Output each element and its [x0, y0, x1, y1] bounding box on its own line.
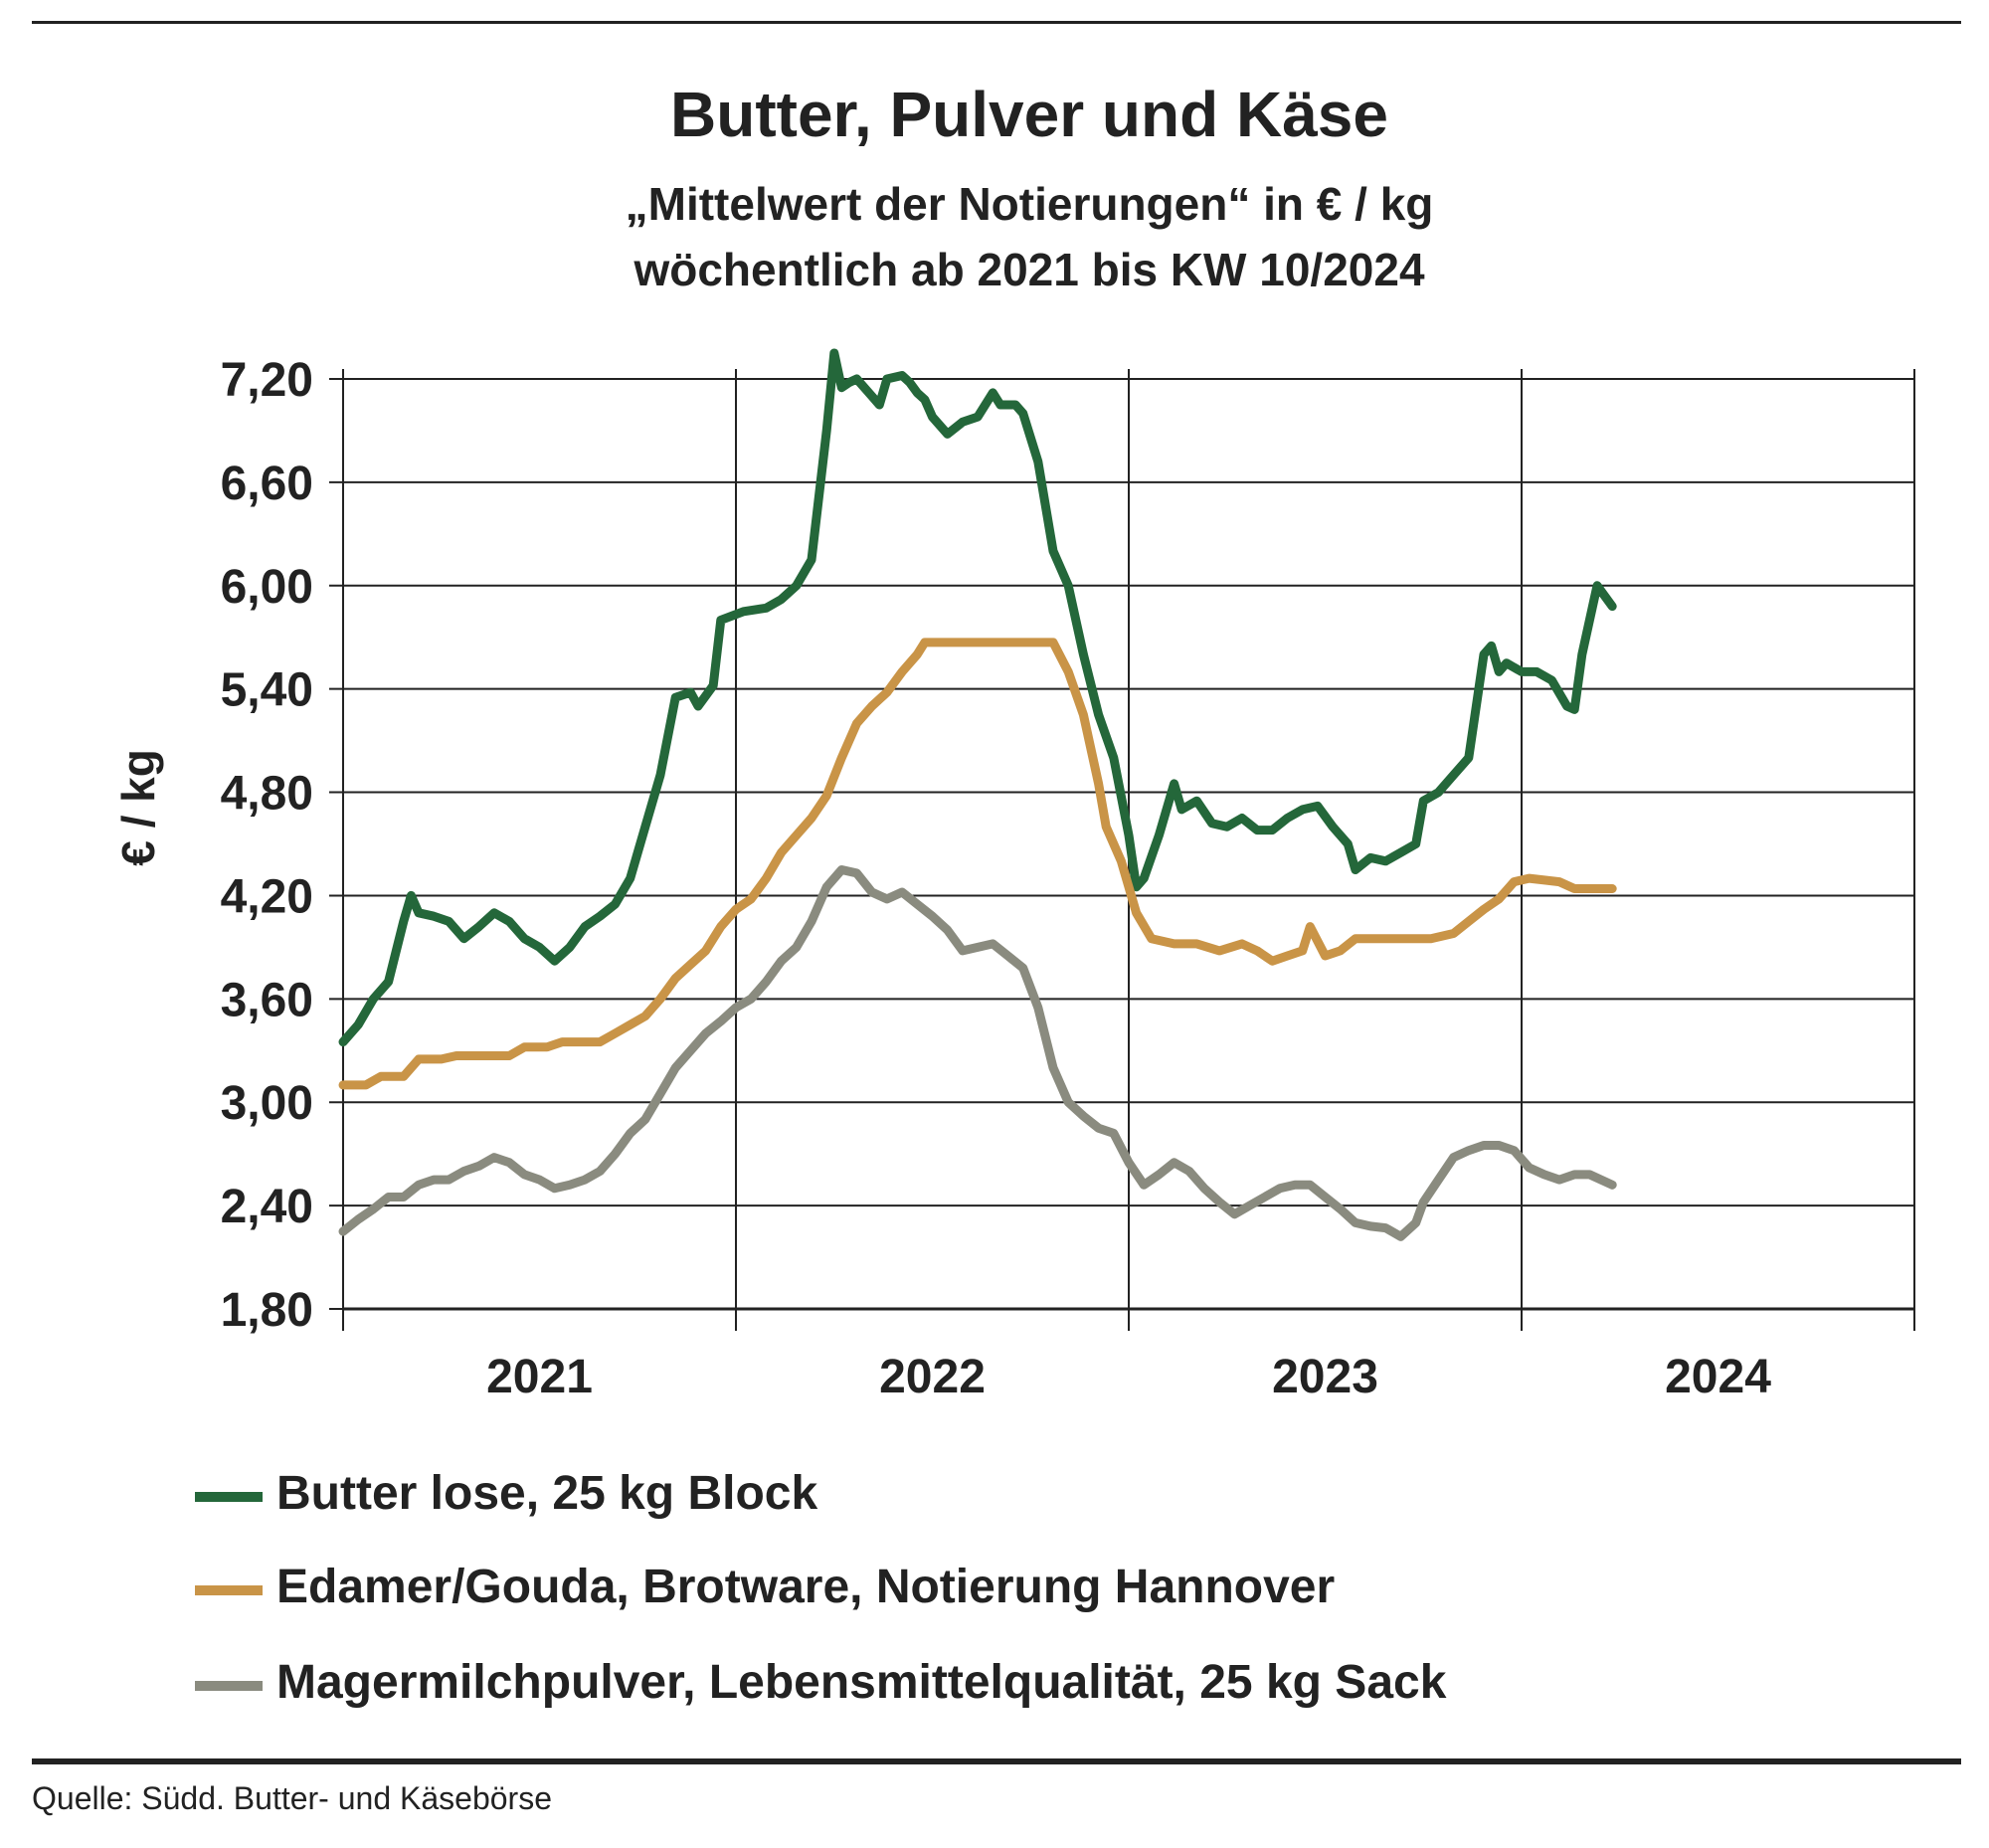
y-tick-label: 7,20 — [221, 354, 313, 407]
legend-label-magermilchpulver: Magermilchpulver, Lebensmittelqualität, … — [276, 1656, 1447, 1709]
legend-swatch-magermilchpulver — [195, 1681, 263, 1691]
y-tick-label: 4,80 — [221, 768, 313, 821]
y-tick-label: 3,60 — [221, 974, 313, 1026]
y-tick-label: 6,60 — [221, 458, 313, 510]
chart-title: Butter, Pulver und Käse — [670, 79, 1388, 150]
legend-swatch-butter — [195, 1492, 263, 1502]
y-tick-label: 4,20 — [221, 870, 313, 923]
x-tick-label: 2023 — [1272, 1351, 1378, 1403]
x-tick-label: 2024 — [1665, 1351, 1771, 1403]
x-tick-label: 2021 — [486, 1351, 593, 1403]
y-tick-label: 5,40 — [221, 664, 313, 717]
y-axis-label: € / kg — [112, 749, 164, 866]
chart-subtitle-line-1: „Mittelwert der Notierungen“ in € / kg — [625, 178, 1434, 230]
bottom-rule — [32, 1758, 1961, 1764]
line-chart: 7,20 6,60 6,00 5,40 4,80 4,20 3,60 3,00 2,40 1,80… — [112, 348, 1915, 1403]
series-line-butter — [338, 348, 1617, 1047]
series-line-edamer-gouda — [338, 638, 1617, 1090]
legend-swatch-edamer-gouda — [195, 1585, 263, 1595]
source-note: Quelle: Südd. Butter- und Käsebörse — [32, 1780, 552, 1816]
y-tick-label: 1,80 — [221, 1284, 313, 1337]
y-tick-label: 3,00 — [221, 1077, 313, 1130]
legend-label-butter: Butter lose, 25 kg Block — [276, 1467, 818, 1520]
series-line-magermilchpulver — [338, 865, 1617, 1241]
series-lines — [338, 348, 1617, 1241]
y-tick-label: 2,40 — [221, 1181, 313, 1233]
top-rule — [32, 21, 1961, 24]
x-tick-label: 2022 — [879, 1351, 986, 1403]
axes: 7,20 6,60 6,00 5,40 4,80 4,20 3,60 3,00 2,40 1,80… — [221, 354, 1914, 1403]
y-tick-label: 6,00 — [221, 561, 313, 614]
legend-label-edamer-gouda: Edamer/Gouda, Brotware, Notierung Hannov… — [276, 1561, 1336, 1613]
chart-subtitle-line-2: wöchentlich ab 2021 bis KW 10/2024 — [633, 244, 1425, 295]
